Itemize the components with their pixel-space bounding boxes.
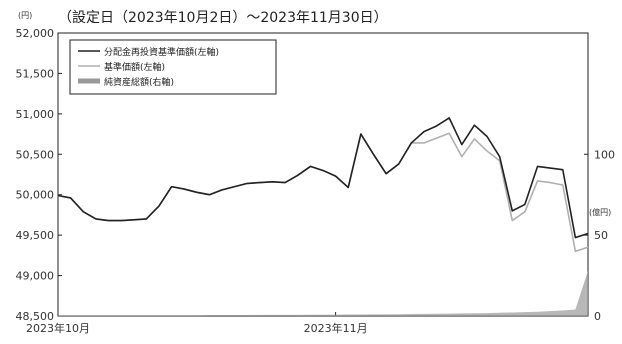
right-tick-label: 0 [594,310,601,323]
right-axis: 100 50 0 [584,148,615,323]
x-axis: 2023年10月 2023年11月 [26,312,368,335]
left-tick-label: 49,000 [16,270,55,283]
right-tick-label: 100 [594,148,615,161]
left-tick-label: 50,000 [16,189,55,202]
chart-title: （設定日（2023年10月2日）～2023年11月30日） [58,10,388,26]
left-tick-label: 51,000 [16,108,55,121]
legend: 分配金再投資基準価額(左軸) 基準価額(左軸) 純資産総額(右軸) [69,39,277,95]
legend-label-assets: 純資産総額(右軸) [104,76,174,88]
legend-label-reinvest: 分配金再投資基準価額(左軸) [104,46,219,58]
left-tick-label: 51,500 [16,67,55,80]
reinvested-nav-line [57,117,589,239]
right-axis-unit: (億円) [589,207,611,217]
legend-label-nav: 基準価額(左軸) [104,61,165,73]
left-tick-label: 49,500 [16,229,55,242]
left-tick-label: 48,500 [16,310,55,323]
left-tick-label: 52,000 [16,27,55,40]
x-tick-label: 2023年11月 [304,321,368,335]
series-layer [57,117,589,316]
net-assets-area [58,270,588,316]
left-tick-label: 50,500 [16,148,55,161]
left-axis-unit: (円) [18,11,32,20]
x-tick-label: 2023年10月 [26,321,90,335]
legend-box [69,39,277,95]
left-axis: 52,000 51,500 51,000 50,500 50,000 49,500 49,0… [16,27,62,323]
right-tick-label: 50 [594,229,608,242]
